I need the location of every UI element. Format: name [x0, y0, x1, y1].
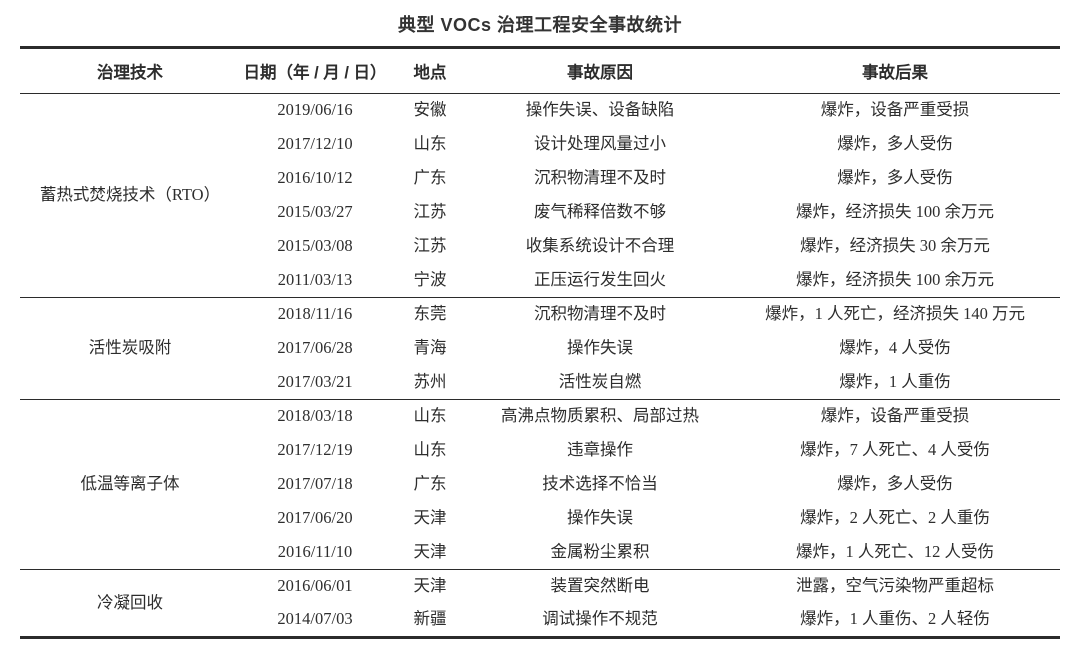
- table-row: 2016/10/12 广东 沉积物清理不及时 爆炸，多人受伤: [20, 162, 1060, 196]
- header-technology: 治理技术: [97, 64, 163, 82]
- accident-statistics-table: 治理技术 日期（年 / 月 / 日） 地点 事故原因 事故后果 蓄热式焚烧技术（…: [20, 46, 1060, 639]
- consequence-cell: 爆炸，1 人死亡，经济损失 140 万元: [765, 304, 1025, 324]
- cause-cell: 收集系统设计不合理: [525, 236, 675, 256]
- table-row: 冷凝回收 2016/06/01 天津 装置突然断电 泄露，空气污染物严重超标: [20, 570, 1060, 611]
- technology-cell: 冷凝回收: [97, 592, 163, 612]
- table-row: 2015/03/08 江苏 收集系统设计不合理 爆炸，经济损失 30 余万元: [20, 230, 1060, 264]
- location-cell: 山东: [413, 440, 447, 460]
- cause-cell: 正压运行发生回火: [534, 269, 666, 289]
- location-cell: 山东: [413, 406, 447, 426]
- cause-cell: 违章操作: [567, 440, 633, 460]
- date-cell: 2017/12/10: [277, 134, 353, 154]
- table-row: 2017/06/20 天津 操作失误 爆炸，2 人死亡、2 人重伤: [20, 502, 1060, 536]
- date-cell: 2019/06/16: [277, 100, 353, 120]
- cause-cell: 调试操作不规范: [542, 609, 658, 629]
- cause-cell: 活性炭自燃: [558, 371, 642, 391]
- date-cell: 2017/12/19: [277, 440, 353, 460]
- date-cell: 2018/11/16: [277, 304, 353, 324]
- table-row: 2014/07/03 新疆 调试操作不规范 爆炸，1 人重伤、2 人轻伤: [20, 604, 1060, 638]
- header-date: 日期（年 / 月 / 日）: [243, 64, 387, 82]
- group-condensation-recovery: 冷凝回收 2016/06/01 天津 装置突然断电 泄露，空气污染物严重超标 2…: [20, 569, 1060, 638]
- consequence-cell: 爆炸，多人受伤: [837, 168, 953, 188]
- date-cell: 2017/06/20: [277, 508, 353, 528]
- location-cell: 天津: [413, 576, 447, 596]
- consequence-cell: 爆炸，设备严重受损: [820, 100, 970, 120]
- table-row: 2017/12/19 山东 违章操作 爆炸，7 人死亡、4 人受伤: [20, 434, 1060, 468]
- cause-cell: 操作失误: [567, 338, 633, 358]
- table-row: 低温等离子体 2018/03/18 山东 高沸点物质累积、局部过热 爆炸，设备严…: [20, 400, 1060, 493]
- cause-cell: 装置突然断电: [550, 576, 650, 596]
- header-cause: 事故原因: [567, 64, 633, 82]
- consequence-cell: 爆炸，多人受伤: [837, 474, 953, 494]
- cause-cell: 设计处理风量过小: [534, 134, 666, 154]
- date-cell: 2016/10/12: [277, 168, 353, 188]
- location-cell: 青海: [413, 338, 447, 358]
- location-cell: 安徽: [413, 100, 447, 120]
- cause-cell: 高沸点物质累积、局部过热: [501, 406, 699, 426]
- table-title: 典型 VOCs 治理工程安全事故统计: [397, 15, 683, 35]
- date-cell: 2011/03/13: [277, 269, 353, 289]
- cause-cell: 操作失误、设备缺陷: [525, 100, 675, 120]
- location-cell: 天津: [413, 508, 447, 528]
- consequence-cell: 爆炸，1 人死亡、12 人受伤: [796, 541, 994, 561]
- table-header-row: 治理技术 日期（年 / 月 / 日） 地点 事故原因 事故后果: [20, 48, 1060, 94]
- location-cell: 江苏: [413, 202, 447, 222]
- table-row: 2011/03/13 宁波 正压运行发生回火 爆炸，经济损失 100 余万元: [20, 264, 1060, 298]
- cause-cell: 沉积物清理不及时: [534, 304, 666, 324]
- consequence-cell: 爆炸，1 人重伤: [839, 371, 951, 391]
- date-cell: 2014/07/03: [277, 609, 353, 629]
- table-row: 2016/11/10 天津 金属粉尘累积 爆炸，1 人死亡、12 人受伤: [20, 536, 1060, 570]
- consequence-cell: 爆炸，2 人死亡、2 人重伤: [800, 508, 990, 528]
- technology-cell: 低温等离子体: [80, 474, 180, 494]
- consequence-cell: 泄露，空气污染物严重超标: [796, 576, 994, 596]
- table-row: 2017/03/21 苏州 活性炭自燃 爆炸，1 人重伤: [20, 366, 1060, 400]
- consequence-cell: 爆炸，多人受伤: [837, 134, 953, 154]
- group-low-temp-plasma: 低温等离子体 2018/03/18 山东 高沸点物质累积、局部过热 爆炸，设备严…: [20, 399, 1060, 570]
- consequence-cell: 爆炸，经济损失 100 余万元: [796, 202, 994, 222]
- consequence-cell: 爆炸，经济损失 30 余万元: [800, 236, 990, 256]
- consequence-cell: 爆炸，经济损失 100 余万元: [796, 269, 994, 289]
- date-cell: 2016/11/10: [277, 541, 353, 561]
- location-cell: 天津: [413, 541, 447, 561]
- table-row: 2017/07/18 广东 技术选择不恰当 爆炸，多人受伤: [20, 468, 1060, 502]
- table-row: 2017/12/10 山东 设计处理风量过小 爆炸，多人受伤: [20, 128, 1060, 162]
- date-cell: 2015/03/08: [277, 236, 353, 256]
- table-row: 活性炭吸附 2018/11/16 东莞 沉积物清理不及时 爆炸，1 人死亡，经济…: [20, 298, 1060, 357]
- consequence-cell: 爆炸，1 人重伤、2 人轻伤: [800, 609, 990, 629]
- date-cell: 2017/03/21: [277, 371, 353, 391]
- cause-cell: 废气稀释倍数不够: [534, 202, 666, 222]
- consequence-cell: 爆炸，4 人受伤: [839, 338, 951, 358]
- location-cell: 宁波: [413, 269, 447, 289]
- location-cell: 山东: [413, 134, 447, 154]
- table-row: 2017/06/28 青海 操作失误 爆炸，4 人受伤: [20, 332, 1060, 366]
- header-location: 地点: [413, 64, 447, 82]
- location-cell: 广东: [413, 168, 447, 188]
- cause-cell: 操作失误: [567, 508, 633, 528]
- table-row: 蓄热式焚烧技术（RTO） 2019/06/16 安徽 操作失误、设备缺陷 爆炸，…: [20, 94, 1060, 204]
- location-cell: 江苏: [413, 236, 447, 256]
- cause-cell: 金属粉尘累积: [550, 541, 650, 561]
- group-rto: 蓄热式焚烧技术（RTO） 2019/06/16 安徽 操作失误、设备缺陷 爆炸，…: [20, 94, 1060, 298]
- date-cell: 2017/07/18: [277, 474, 353, 494]
- location-cell: 苏州: [413, 371, 447, 391]
- header-consequence: 事故后果: [862, 64, 928, 82]
- date-cell: 2017/06/28: [277, 338, 353, 358]
- location-cell: 东莞: [413, 304, 447, 324]
- group-activated-carbon: 活性炭吸附 2018/11/16 东莞 沉积物清理不及时 爆炸，1 人死亡，经济…: [20, 297, 1060, 400]
- date-cell: 2016/06/01: [277, 576, 353, 596]
- technology-cell: 活性炭吸附: [88, 338, 172, 358]
- cause-cell: 沉积物清理不及时: [534, 168, 666, 188]
- location-cell: 广东: [413, 474, 447, 494]
- location-cell: 新疆: [413, 609, 447, 629]
- date-cell: 2018/03/18: [277, 406, 353, 426]
- consequence-cell: 爆炸，设备严重受损: [820, 406, 970, 426]
- date-cell: 2015/03/27: [277, 202, 353, 222]
- cause-cell: 技术选择不恰当: [542, 474, 658, 494]
- table-row: 2015/03/27 江苏 废气稀释倍数不够 爆炸，经济损失 100 余万元: [20, 196, 1060, 230]
- technology-cell: 蓄热式焚烧技术（RTO）: [39, 185, 221, 205]
- consequence-cell: 爆炸，7 人死亡、4 人受伤: [800, 440, 990, 460]
